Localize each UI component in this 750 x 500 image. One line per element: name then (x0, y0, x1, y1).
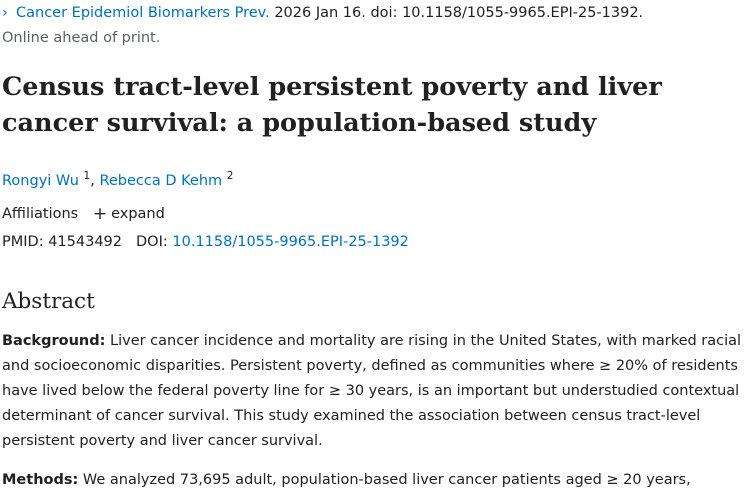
author-link[interactable]: Rongyi Wu (2, 172, 79, 189)
doi-label: DOI: (136, 234, 168, 250)
citation-line: › Cancer Epidemiol Biomarkers Prev. 2026 … (2, 3, 643, 23)
methods-text: We analyzed 73,695 adult, population-bas… (82, 472, 691, 488)
author-separator: , (90, 172, 100, 189)
pmid-value: 41543492 (48, 234, 123, 250)
affiliations-label: Affiliations (2, 206, 79, 222)
background-text: Liver cancer incidence and mortality are… (2, 333, 742, 449)
doi-link[interactable]: 10.1158/1055-9965.EPI-25-1392 (172, 234, 409, 250)
expand-label: expand (111, 206, 165, 222)
abstract-methods: Methods: We analyzed 73,695 adult, popul… (2, 468, 747, 493)
journal-link[interactable]: Cancer Epidemiol Biomarkers Prev. (16, 5, 270, 21)
publication-status: Online ahead of print. (2, 30, 161, 46)
abstract-heading: Abstract (2, 289, 95, 314)
chevron-right-icon: › (2, 5, 8, 21)
citation-date-doi: 2026 Jan 16. doi: 10.1158/1055-9965.EPI-… (274, 5, 644, 21)
affiliation-ref[interactable]: 2 (226, 170, 234, 182)
author-list: Rongyi Wu 1, Rebecca D Kehm 2 (2, 165, 233, 192)
author-link[interactable]: Rebecca D Kehm (99, 172, 223, 189)
abstract-background: Background: Liver cancer incidence and m… (2, 329, 747, 454)
methods-label: Methods: (2, 472, 79, 488)
affiliations-row: Affiliations + expand (2, 204, 165, 224)
plus-icon: + (92, 204, 108, 224)
article-title: Census tract-level persistent poverty an… (2, 72, 662, 138)
affiliations-expand-button[interactable]: + expand (92, 204, 165, 224)
affiliation-ref[interactable]: 1 (83, 170, 91, 182)
background-label: Background: (2, 333, 106, 349)
identifiers-row: PMID: 41543492 DOI: 10.1158/1055-9965.EPI… (2, 232, 409, 252)
pmid-label: PMID: (2, 234, 44, 250)
